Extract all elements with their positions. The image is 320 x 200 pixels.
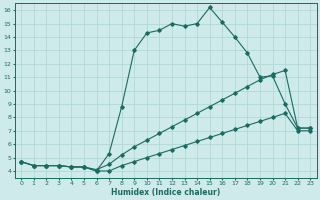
X-axis label: Humidex (Indice chaleur): Humidex (Indice chaleur) bbox=[111, 188, 220, 197]
